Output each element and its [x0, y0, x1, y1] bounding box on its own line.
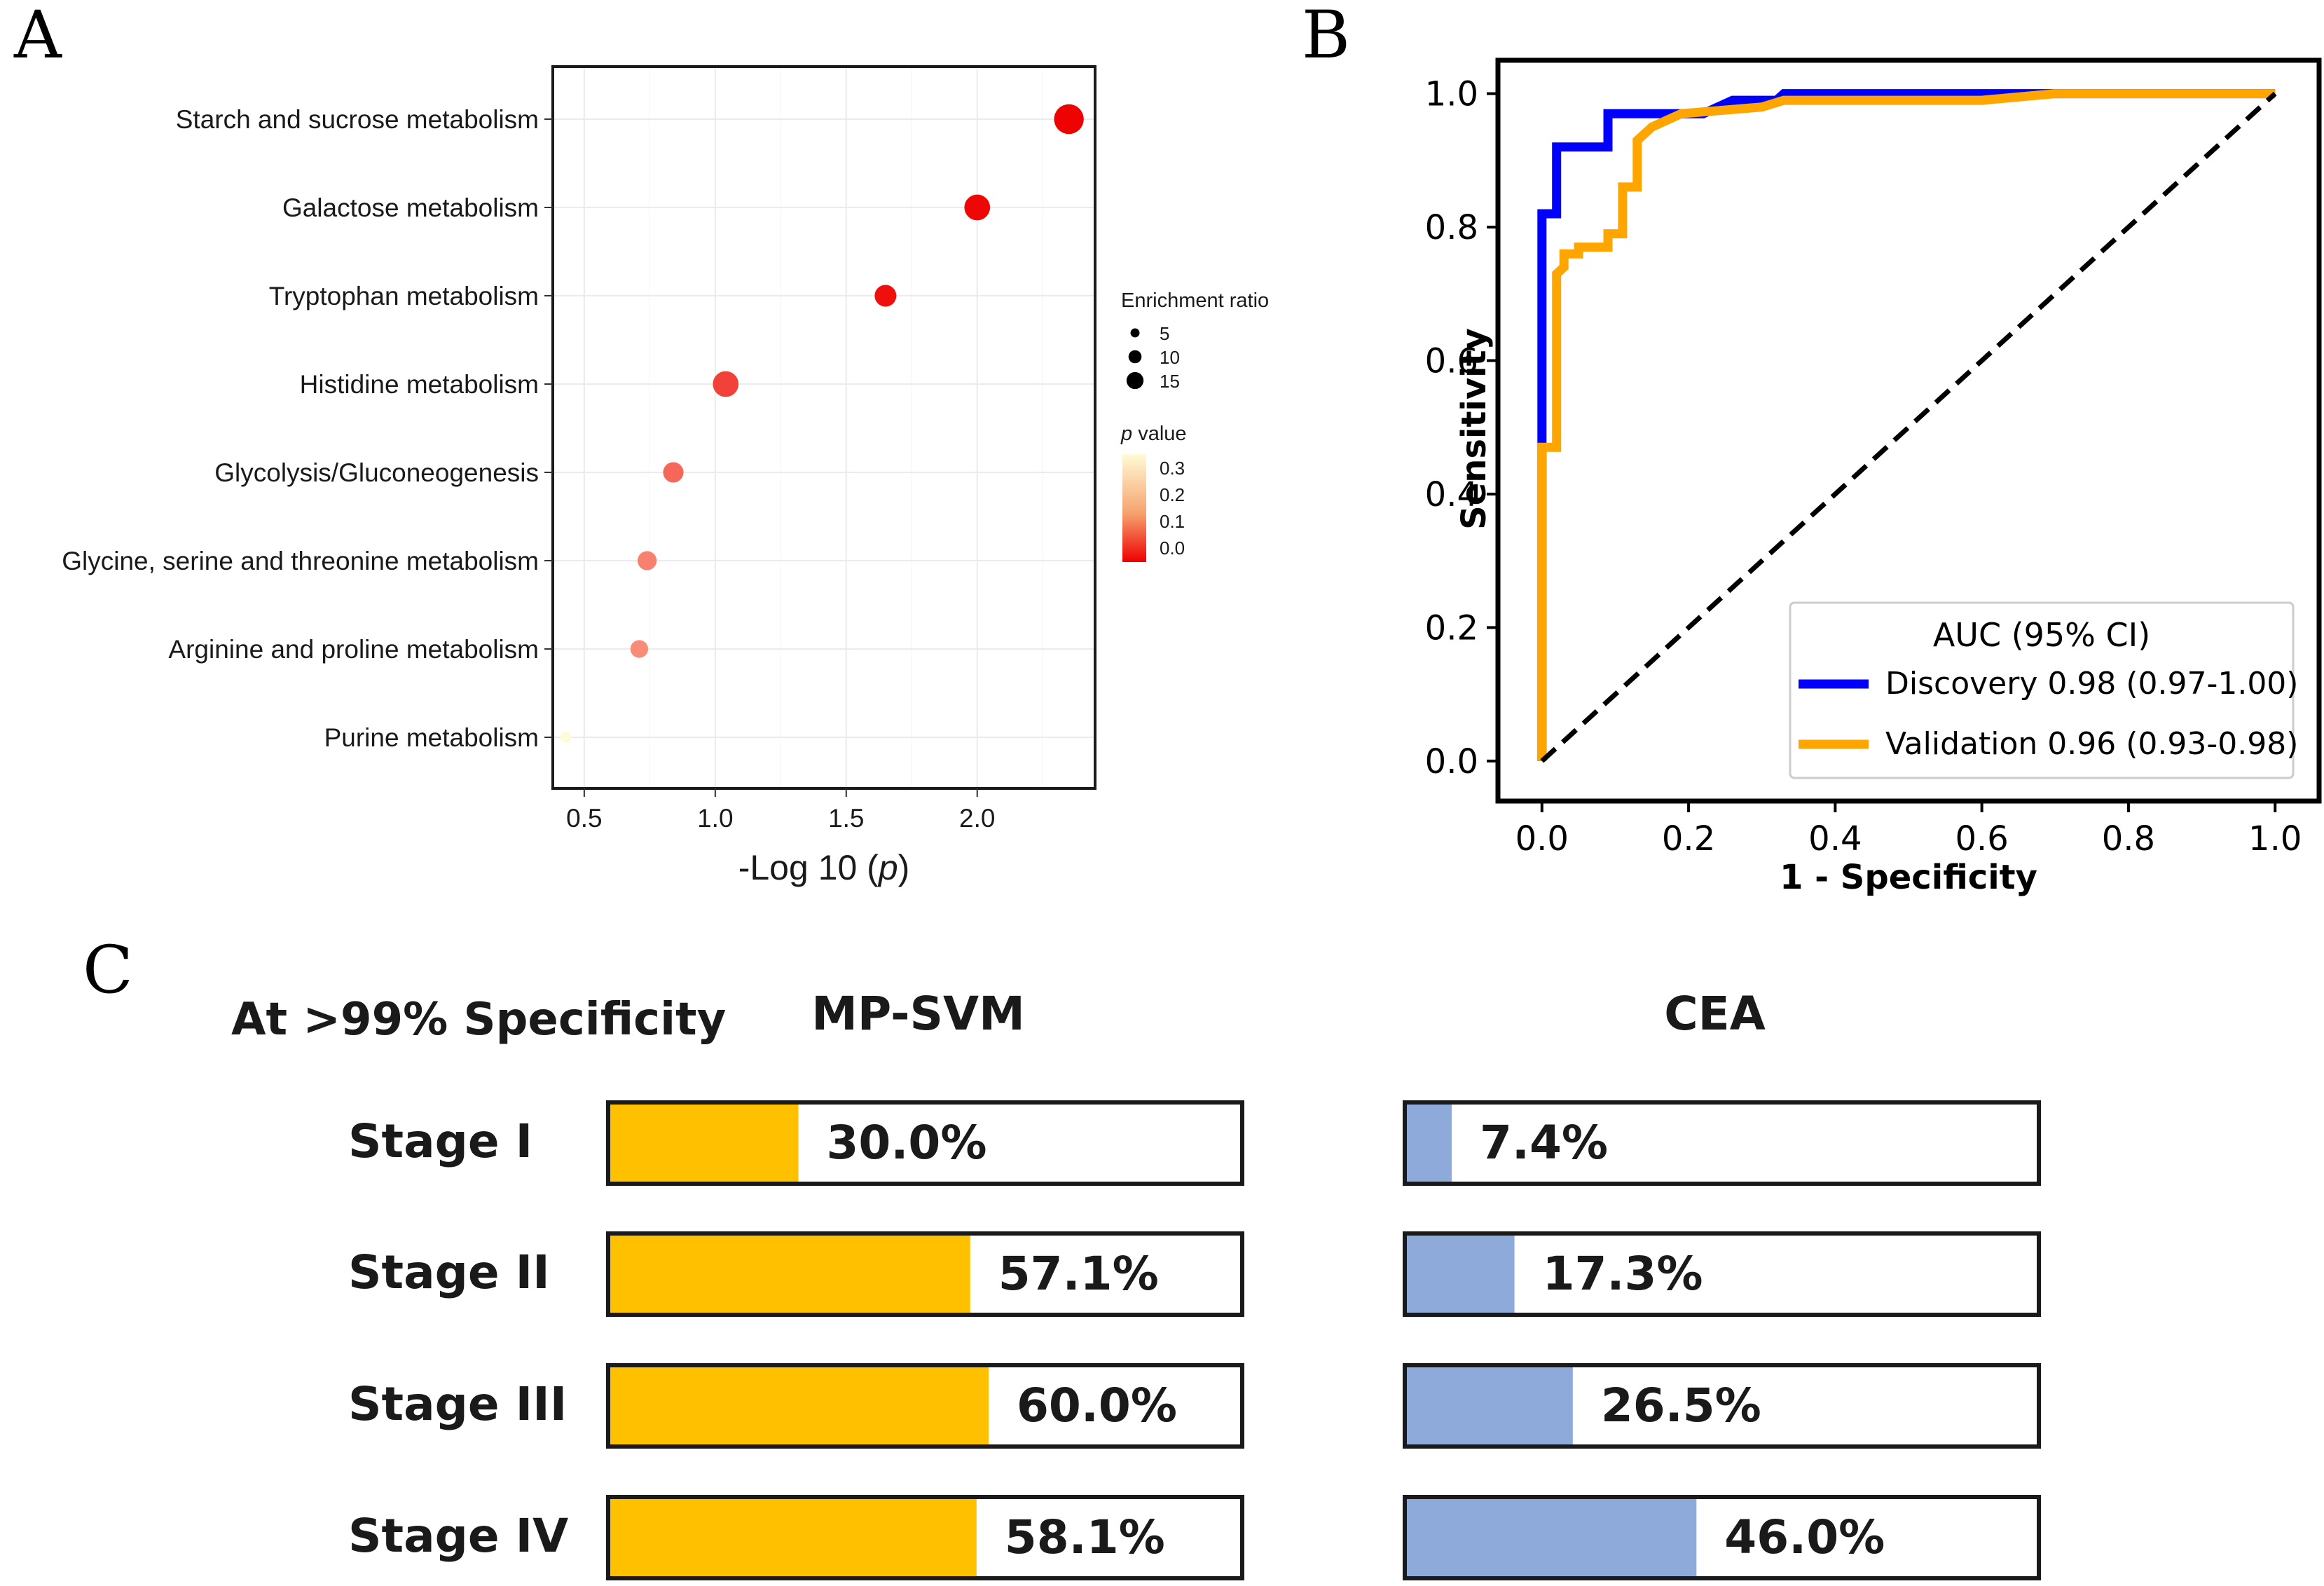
size-legend-label-10: 10: [1160, 347, 1180, 368]
size-legend-label-5: 5: [1160, 323, 1169, 344]
row-label-stage-iv: Stage IV: [348, 1509, 568, 1563]
point-glycine-serine-and-threonine-metabolism: [638, 551, 657, 570]
point-glycolysis-gluconeogenesis: [663, 462, 684, 483]
x-tick-label-b-0-4: 0.4: [1808, 819, 1862, 859]
y-tick-label-b-1-0: 1.0: [1425, 75, 1478, 114]
bar-cea-stage-iii: [1405, 1365, 1573, 1447]
y-tick-label-b-0-6: 0.6: [1425, 342, 1478, 381]
legend-title-b: AUC (95% CI): [1933, 616, 2150, 654]
y-label-starch-and-sucrose-metabolism: Starch and sucrose metabolism: [176, 105, 539, 134]
y-label-glycolysis-gluconeogenesis: Glycolysis/Gluconeogenesis: [214, 458, 539, 487]
bar-mp-svm-stage-ii: [608, 1233, 970, 1315]
bar-frame-cea-stage-iii: [1403, 1363, 2041, 1449]
bar-frame-mp-svm-stage-ii: [606, 1231, 1244, 1317]
x-axis-title-a: -Log 10 (p): [738, 848, 910, 887]
size-legend-dot-10: [1128, 350, 1142, 364]
legend-label-discovery-0-98-0-97-1-00: Discovery 0.98 (0.97-1.00): [1885, 666, 2298, 702]
y-label-purine-metabolism: Purine metabolism: [324, 723, 539, 752]
roc-line-validation-0-96-0-93-0-98: [1537, 89, 2276, 761]
y-label-glycine-serine-and-threonine-metabolism: Glycine, serine and threonine metabolism: [62, 547, 539, 575]
bar-label-mp-svm-stage-ii: 57.1%: [998, 1247, 1159, 1301]
row-label-stage-i: Stage I: [348, 1114, 532, 1168]
y-tick-label-b-0-4: 0.4: [1425, 475, 1478, 514]
column-header-cea: CEA: [1664, 987, 1766, 1041]
bar-mp-svm-stage-iii: [608, 1365, 989, 1447]
panel-a-dot-plot: Starch and sucrose metabolism Galactose m…: [62, 65, 1269, 887]
size-legend-label-15: 15: [1160, 371, 1180, 392]
roc-line-discovery-0-98-0-97-1-00: [1537, 89, 2276, 761]
y-axis-title-b: Sensitivity: [1455, 328, 1494, 530]
y-label-tryptophan-metabolism: Tryptophan metabolism: [269, 282, 539, 310]
legend-label-validation-0-96-0-93-0-98: Validation 0.96 (0.93-0.98): [1885, 726, 2298, 762]
y-tick-label-b-0-0: 0.0: [1425, 742, 1478, 781]
bar-label-cea-stage-ii: 17.3%: [1543, 1247, 1703, 1301]
bar-mp-svm-stage-i: [608, 1102, 799, 1184]
size-legend-dot-15: [1126, 371, 1144, 390]
bar-label-mp-svm-stage-i: 30.0%: [827, 1116, 987, 1170]
x-tick-label-1-5: 1.5: [828, 804, 864, 833]
point-starch-and-sucrose-metabolism: [1054, 104, 1084, 135]
point-tryptophan-metabolism: [874, 285, 897, 307]
point-purine-metabolism: [560, 732, 572, 743]
panel-label-a: A: [14, 0, 62, 74]
bar-frame-mp-svm-stage-i: [606, 1100, 1244, 1186]
bar-frame-cea-stage-ii: [1403, 1231, 2041, 1317]
x-tick-label-b-0-2: 0.2: [1662, 819, 1715, 859]
y-label-arginine-and-proline-metabolism: Arginine and proline metabolism: [168, 635, 539, 664]
bar-label-cea-stage-iii: 26.5%: [1601, 1379, 1761, 1433]
legend-box-b: [1789, 601, 2295, 779]
color-legend-title: p value: [1120, 423, 1187, 445]
row-label-stage-iii: Stage III: [348, 1377, 567, 1431]
x-axis-title-b: 1 - Specificity: [1780, 858, 2037, 897]
panel-label-c: C: [83, 932, 133, 1009]
x-tick-label-0-5: 0.5: [566, 804, 602, 833]
panel-b-roc-chart: 0.0 0.2 0.4 0.6 0.8 1.0 0.0 0.2 0.4 0.6 0.8 1.0 1 - …: [1425, 57, 2322, 897]
bar-label-mp-svm-stage-iv: 58.1%: [1005, 1510, 1165, 1564]
y-label-galactose-metabolism: Galactose metabolism: [282, 193, 539, 222]
bar-track-cea-stage-i: [1405, 1102, 2039, 1184]
bar-frame-mp-svm-stage-iii: [606, 1363, 1244, 1449]
x-tick-label-b-0-6: 0.6: [1955, 819, 2008, 859]
bar-cea-stage-i: [1405, 1102, 1452, 1184]
bar-mp-svm-stage-iv: [608, 1497, 977, 1578]
plot-area-a: [553, 67, 1095, 788]
x-tick-label-2-0: 2.0: [959, 804, 995, 833]
panel-c-header: At >99% Specificity: [231, 994, 726, 1046]
x-tick-label-b-0-8: 0.8: [2102, 819, 2155, 859]
bar-frame-mp-svm-stage-iv: [606, 1495, 1244, 1580]
color-legend-tick-0-3: 0.3: [1160, 458, 1185, 479]
y-tick-label-b-0-8: 0.8: [1425, 208, 1478, 247]
plot-frame-b: [1495, 57, 2322, 804]
x-tick-label-b-1-0: 1.0: [2248, 819, 2302, 859]
panel-c-detection-bars: At >99% Specificity MP-SVM CEA Stage I 30.0%…: [231, 987, 2041, 1580]
x-tick-label-1-0: 1.0: [697, 804, 733, 833]
x-tick-label-b-0-0: 0.0: [1515, 819, 1569, 859]
panel-label-b: B: [1302, 0, 1351, 74]
point-galactose-metabolism: [964, 194, 991, 221]
bar-label-cea-stage-iv: 46.0%: [1724, 1510, 1885, 1564]
color-legend-tick-0-2: 0.2: [1160, 484, 1185, 505]
bar-cea-stage-iv: [1405, 1497, 1697, 1578]
bar-label-mp-svm-stage-iii: 60.0%: [1017, 1379, 1177, 1433]
column-header-mp-svm: MP-SVM: [811, 987, 1025, 1041]
plot-frame-a: [551, 65, 1096, 790]
y-label-histidine-metabolism: Histidine metabolism: [300, 370, 539, 399]
y-tick-label-b-0-2: 0.2: [1425, 608, 1478, 648]
row-label-stage-ii: Stage II: [348, 1245, 550, 1299]
roc-line-chance: [1540, 92, 2277, 763]
bar-frame-cea-stage-i: [1403, 1100, 2041, 1186]
bar-frame-cea-stage-iv: [1403, 1495, 2041, 1580]
color-legend-tick-0-1: 0.1: [1160, 511, 1185, 532]
bar-label-cea-stage-i: 7.4%: [1480, 1116, 1608, 1170]
color-legend-tick-0-0: 0.0: [1160, 538, 1185, 559]
bar-cea-stage-ii: [1405, 1233, 1515, 1315]
point-arginine-and-proline-metabolism: [630, 640, 649, 658]
size-legend-dot-5: [1130, 328, 1140, 338]
color-legend-bar: [1122, 454, 1146, 562]
size-legend-title: Enrichment ratio: [1121, 289, 1269, 312]
point-histidine-metabolism: [713, 371, 739, 397]
